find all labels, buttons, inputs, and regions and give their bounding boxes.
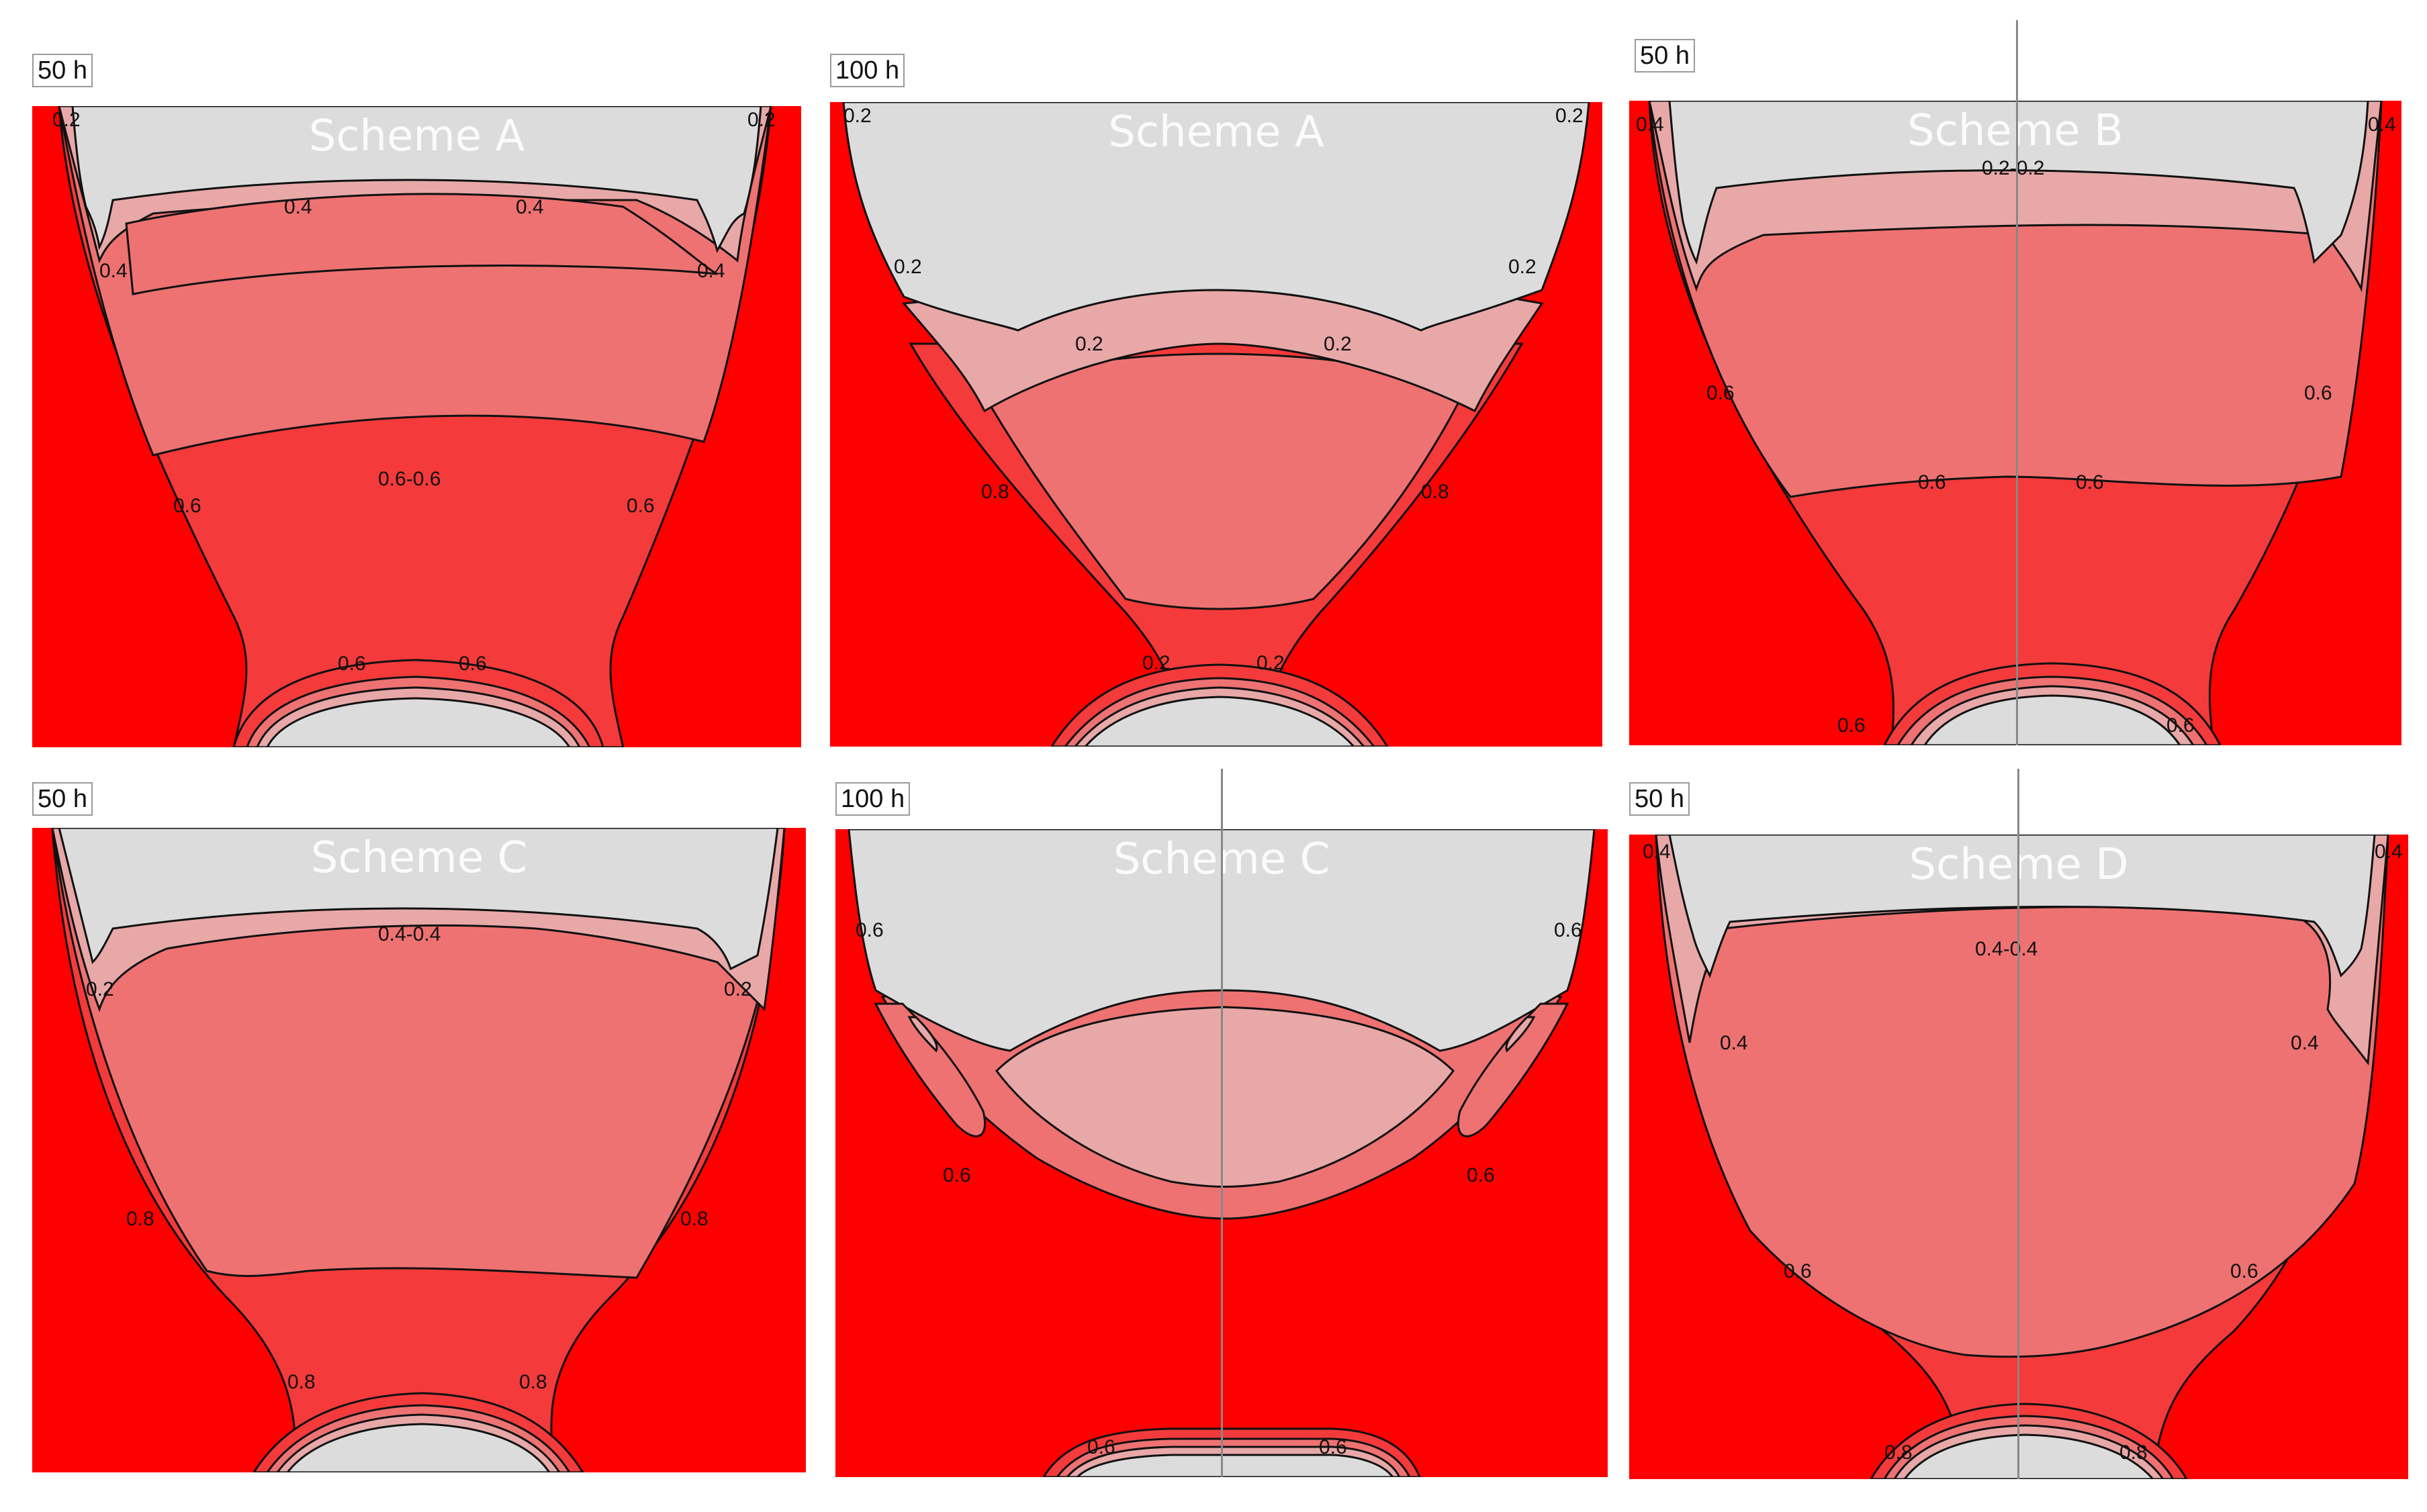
contour-label: 0.4 <box>99 260 128 282</box>
time-label: 100 h <box>835 782 911 816</box>
band-level-1 <box>58 828 779 971</box>
contour-label: 0.4-0.4 <box>1975 938 2037 960</box>
time-label: 50 h <box>32 54 93 87</box>
contour-label: 0.2 <box>1256 652 1285 674</box>
band-level-2 <box>995 1006 1455 1188</box>
contour-label: 0.4 <box>697 260 725 282</box>
side-blob-right <box>1457 1002 1569 1137</box>
contour-label: 0.6 <box>459 653 487 675</box>
contour-label: 0.6 <box>1467 1164 1495 1186</box>
band-level-3-inner <box>125 193 718 295</box>
contour-plot: 0.4-0.4 0.2 0.2 0.8 0.8 0.8 0.8 Scheme C <box>32 828 806 1472</box>
contour-label: 0.6 <box>2230 1260 2258 1282</box>
contour-label: 0.2 <box>1142 652 1171 674</box>
contour-label: 0.4 <box>2375 841 2403 863</box>
band-level-3 <box>51 828 786 1279</box>
contour-label: 0.4 <box>284 196 312 218</box>
panel-scheme-b-50h: 50 h 0.4 0.4 0.2-0.2 0.6 0.6 0.6 0.6 0.6… <box>1629 20 2401 749</box>
contour-label: 0.6 <box>2076 471 2104 493</box>
time-label: 50 h <box>32 782 93 816</box>
divider-line-top <box>2016 20 2018 101</box>
contour-label: 0.8 <box>1421 481 1449 503</box>
side-blob-left <box>874 1002 987 1137</box>
bottom-ring-core <box>286 1423 551 1472</box>
contour-label: 0.6 <box>338 653 366 675</box>
divider-line <box>2017 835 2019 1479</box>
contour-label: 0.6 <box>173 495 201 517</box>
contour-label: 0.6 <box>943 1164 971 1186</box>
contour-plot: 0.2 0.2 0.2 0.2 0.2 0.2 0.8 0.8 0.2 0.2 … <box>830 102 1602 747</box>
contour-label: 0.2 <box>843 105 872 127</box>
contour-label: 0.6 <box>1918 471 1946 493</box>
contour-label: 0.8 <box>519 1371 547 1393</box>
contour-label: 0.8 <box>981 481 1009 503</box>
contour-label: 0.2 <box>724 978 752 1000</box>
bottom-ring-core <box>1083 696 1356 747</box>
bottom-ring-core <box>1903 1433 2154 1479</box>
band-level-1 <box>71 106 762 253</box>
contour-label: 0.6 <box>2304 382 2332 404</box>
side-fleck-left <box>907 1016 938 1053</box>
divider-line-top <box>2017 769 2019 835</box>
contour-label: 0.2 <box>52 109 81 131</box>
contour-label: 0.4 <box>2368 113 2396 136</box>
side-fleck-right <box>1505 1016 1536 1053</box>
bottom-ring-core <box>266 697 571 747</box>
contour-label: 0.8 <box>287 1371 316 1393</box>
contour-label: 0.6 <box>2166 714 2195 737</box>
band-level-1 <box>1668 101 2369 265</box>
band-level-3 <box>976 352 1470 610</box>
panel-scheme-c-100h: 100 h 0.6 0.6 0.6 0.6 0.6 0.6 Scheme C <box>835 769 1608 1480</box>
panel-scheme-a-100h: 100 h 0.2 0.2 0.2 0.2 0.2 0.2 0.8 0.8 0.… <box>830 54 1602 749</box>
contour-label: 0.2 <box>1508 256 1537 278</box>
contour-label: 0.6-0.6 <box>378 468 441 490</box>
contour-label: 0.8 <box>1884 1442 1913 1464</box>
divider-line <box>1221 829 1223 1477</box>
contour-label: 0.4 <box>1643 841 1671 863</box>
contour-label: 0.2 <box>86 978 114 1000</box>
contour-label: 0.6 <box>1554 919 1582 941</box>
divider-line-top <box>1221 769 1223 829</box>
contour-label: 0.4 <box>1636 113 1664 136</box>
contour-label: 0.8 <box>2119 1442 2148 1464</box>
panel-scheme-d-50h: 50 h 0.4 0.4 0.4-0.4 0.4 0.4 0.6 0.6 0.8… <box>1629 769 2408 1480</box>
contour-plot: 0.6 0.6 0.6 0.6 0.6 0.6 Scheme C <box>835 829 1608 1477</box>
contour-label: 0.6 <box>1087 1436 1115 1458</box>
contour-label: 0.6 <box>1319 1436 1347 1458</box>
time-label: 50 h <box>1629 782 1690 816</box>
panel-scheme-c-50h: 50 h 0.4-0.4 0.2 0.2 0.8 0.8 0.8 0.8 Sch… <box>32 782 806 1474</box>
contour-label: 0.6 <box>1784 1260 1812 1282</box>
contour-label: 0.4-0.4 <box>378 923 441 945</box>
contour-label: 0.2-0.2 <box>1982 157 2044 179</box>
bottom-ring-core <box>1923 694 2181 745</box>
contour-label: 0.8 <box>680 1208 708 1230</box>
contour-label: 0.2 <box>1075 333 1103 355</box>
band-level-1 <box>1668 835 2376 978</box>
contour-label: 0.6 <box>856 919 884 941</box>
contour-label: 0.2 <box>747 109 776 131</box>
contour-label: 0.2 <box>894 256 922 278</box>
time-label: 100 h <box>830 54 905 87</box>
contour-plot: 0.2 0.2 0.4 0.4 0.4 0.4 0.6-0.6 0.6 0.6 … <box>32 106 801 747</box>
contour-label: 0.6 <box>627 495 655 517</box>
contour-plot: 0.4 0.4 0.4-0.4 0.4 0.4 0.6 0.6 0.8 0.8 … <box>1629 835 2408 1479</box>
contour-label: 0.4 <box>516 196 544 218</box>
band-level-1 <box>842 102 1590 332</box>
contour-label: 0.4 <box>2291 1032 2319 1054</box>
contour-label: 0.6 <box>1706 382 1735 404</box>
contour-label: 0.2 <box>1555 105 1584 127</box>
bottom-ring-core <box>1075 1454 1394 1477</box>
band-level-3 <box>1655 835 2389 1358</box>
contour-label: 0.4 <box>1720 1032 1748 1054</box>
contour-label: 0.6 <box>1837 714 1866 737</box>
panel-scheme-a-50h: 50 h 0.2 0.2 0.4 0.4 0.4 0.4 0.6-0.6 0.6… <box>32 54 801 749</box>
contour-label: 0.2 <box>1324 333 1352 355</box>
contour-plot: 0.4 0.4 0.2-0.2 0.6 0.6 0.6 0.6 0.6 0.6 … <box>1629 101 2401 745</box>
time-label: 50 h <box>1635 39 1695 73</box>
divider-line <box>2016 101 2018 745</box>
contour-label: 0.8 <box>126 1208 154 1230</box>
